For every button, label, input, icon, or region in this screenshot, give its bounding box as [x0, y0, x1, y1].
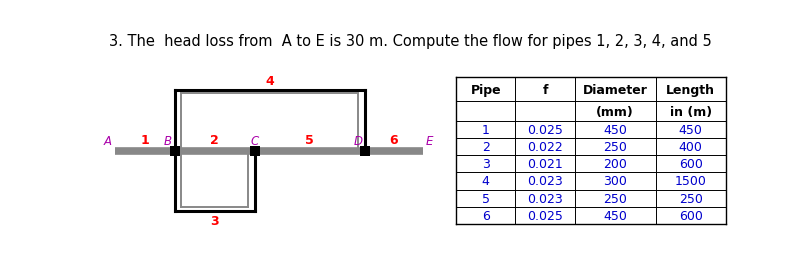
Text: 450: 450	[604, 209, 627, 222]
Text: Pipe: Pipe	[470, 84, 501, 97]
Text: 400: 400	[679, 141, 703, 154]
Bar	[359, 147, 370, 157]
Text: C: C	[251, 135, 259, 148]
Text: 600: 600	[679, 158, 703, 171]
Text: 2: 2	[482, 141, 489, 154]
Text: 250: 250	[679, 192, 703, 205]
Text: 3: 3	[482, 158, 489, 171]
Text: (mm): (mm)	[596, 105, 634, 118]
Text: 200: 200	[604, 158, 627, 171]
Text: 450: 450	[679, 124, 703, 137]
Text: 450: 450	[604, 124, 627, 137]
Text: 0.023: 0.023	[527, 175, 563, 188]
Text: 300: 300	[604, 175, 627, 188]
Text: 0.023: 0.023	[527, 192, 563, 205]
Text: 3: 3	[210, 215, 219, 228]
Text: 1: 1	[141, 133, 150, 146]
Text: f: f	[542, 84, 548, 97]
Bar	[249, 147, 260, 157]
Text: A: A	[104, 135, 111, 148]
Text: 250: 250	[604, 141, 627, 154]
Text: 1500: 1500	[675, 175, 706, 188]
Text: E: E	[426, 135, 434, 148]
Text: 2: 2	[210, 133, 219, 146]
Text: D: D	[354, 135, 362, 148]
Text: Length: Length	[667, 84, 715, 97]
Text: 0.025: 0.025	[527, 209, 563, 222]
Text: 3. The  head loss from  A to E is 30 m. Compute the flow for pipes 1, 2, 3, 4, a: 3. The head loss from A to E is 30 m. Co…	[109, 34, 712, 49]
Text: 0.025: 0.025	[527, 124, 563, 137]
Text: 5: 5	[481, 192, 489, 205]
Text: 6: 6	[482, 209, 489, 222]
Text: 250: 250	[604, 192, 627, 205]
Text: Diameter: Diameter	[582, 84, 648, 97]
Text: 5: 5	[305, 133, 314, 146]
Bar	[170, 147, 180, 157]
Text: 1: 1	[482, 124, 489, 137]
Text: 6: 6	[389, 133, 398, 146]
Text: 0.022: 0.022	[527, 141, 563, 154]
Text: 4: 4	[482, 175, 489, 188]
Text: 4: 4	[265, 74, 274, 87]
Text: 0.021: 0.021	[527, 158, 563, 171]
Text: B: B	[163, 135, 172, 148]
Text: in (m): in (m)	[670, 105, 712, 118]
Text: 600: 600	[679, 209, 703, 222]
